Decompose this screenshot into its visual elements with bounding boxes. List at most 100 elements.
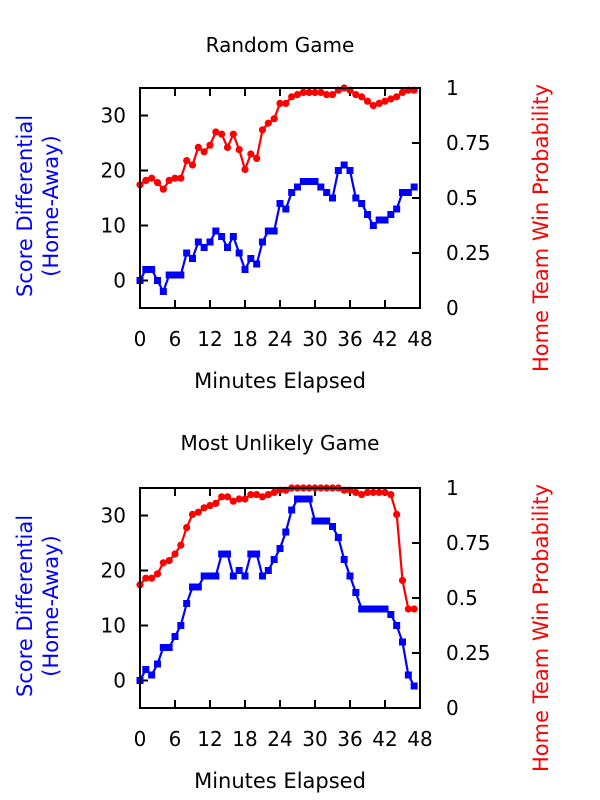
y-axis-label: Score Differential(Home-Away) xyxy=(13,115,63,297)
probability-point xyxy=(229,497,237,505)
probability-point xyxy=(282,99,290,107)
probability-point xyxy=(212,499,220,507)
score-point xyxy=(404,671,412,679)
score-point xyxy=(206,572,214,580)
score-point xyxy=(288,189,296,196)
score-point xyxy=(212,572,220,580)
probability-point xyxy=(253,154,261,162)
probability-point xyxy=(206,141,214,149)
probability-point xyxy=(305,88,313,96)
y2-tick-label: 0.25 xyxy=(446,641,491,665)
y-tick-label: 30 xyxy=(101,504,126,528)
y2-tick-label: 0.75 xyxy=(446,131,491,155)
probability-point xyxy=(387,491,395,499)
score-point xyxy=(387,611,395,618)
probability-point xyxy=(148,574,156,582)
probability-point xyxy=(241,165,249,173)
score-point xyxy=(381,605,389,613)
probability-point xyxy=(363,488,372,496)
score-point xyxy=(375,216,383,224)
score-point xyxy=(165,271,173,279)
score-point xyxy=(194,583,202,591)
score-point xyxy=(282,205,290,213)
score-point xyxy=(235,249,243,257)
probability-point xyxy=(410,605,418,613)
y-axis-label-line-1: Score Differential xyxy=(13,515,37,697)
score-point xyxy=(387,211,395,218)
probability-point xyxy=(229,130,237,138)
probability-point xyxy=(387,95,395,103)
probability-point xyxy=(264,491,272,499)
score-point xyxy=(241,572,249,580)
probability-point xyxy=(393,93,401,101)
score-point xyxy=(352,589,360,596)
probability-point xyxy=(206,502,214,510)
probability-point xyxy=(165,176,173,184)
probability-point xyxy=(183,524,191,532)
score-point xyxy=(259,238,266,246)
probability-point xyxy=(177,174,185,182)
score-point xyxy=(410,183,418,191)
x-tick-label: 30 xyxy=(302,727,327,751)
x-tick-label: 18 xyxy=(232,327,257,351)
probability-point xyxy=(159,559,167,567)
y-axis-label-line-1: Score Differential xyxy=(13,115,37,297)
score-point xyxy=(253,550,261,558)
probability-point xyxy=(398,88,407,96)
score-point xyxy=(346,167,354,174)
probability-point xyxy=(270,488,278,496)
probability-point xyxy=(159,185,167,193)
score-point xyxy=(305,495,313,503)
score-point xyxy=(206,238,214,246)
y2-axis-label: Home Team Win Probability xyxy=(529,484,553,772)
score-point xyxy=(183,600,191,607)
score-point xyxy=(305,178,313,185)
y-tick-label: 0 xyxy=(113,269,126,293)
score-point xyxy=(369,222,377,229)
score-point xyxy=(183,249,191,257)
x-tick-label: 12 xyxy=(197,727,222,751)
score-point xyxy=(334,534,342,541)
probability-point xyxy=(188,161,197,169)
probability-point xyxy=(200,148,208,156)
y2-tick-label: 0 xyxy=(446,296,459,320)
probability-point xyxy=(177,541,185,549)
y2-tick-label: 0.5 xyxy=(446,186,478,210)
x-tick-label: 18 xyxy=(232,727,257,751)
probability-point xyxy=(270,115,278,123)
probability-point xyxy=(369,488,377,496)
y2-axis-label: Home Team Win Probability xyxy=(529,84,553,372)
probability-point xyxy=(223,493,232,501)
score-point xyxy=(299,178,307,185)
score-point xyxy=(159,288,167,295)
score-point xyxy=(218,550,226,558)
y-axis-label-line-2: (Home-Away) xyxy=(39,135,63,277)
score-point xyxy=(142,666,150,673)
probability-point xyxy=(299,88,307,96)
chart-title: Most Unlikely Game xyxy=(180,431,379,455)
x-tick-label: 24 xyxy=(267,327,292,351)
probability-point xyxy=(317,88,325,96)
score-point xyxy=(235,567,243,574)
score-point xyxy=(317,183,325,191)
y2-tick-label: 0.75 xyxy=(446,531,491,555)
score-point xyxy=(364,211,371,218)
score-point xyxy=(177,622,185,629)
y-tick-label: 20 xyxy=(101,159,126,183)
x-tick-label: 36 xyxy=(337,727,362,751)
x-tick-label: 30 xyxy=(302,327,327,351)
x-tick-label: 6 xyxy=(169,327,182,351)
probability-point xyxy=(358,491,366,499)
score-point xyxy=(288,506,296,514)
score-point xyxy=(334,167,342,174)
score-point xyxy=(276,545,284,552)
probability-point xyxy=(352,91,360,99)
score-point xyxy=(200,244,208,251)
probability-point xyxy=(323,91,331,99)
score-point xyxy=(154,660,161,668)
score-point xyxy=(393,622,401,629)
probability-point xyxy=(398,576,407,585)
score-point xyxy=(247,550,255,558)
score-point xyxy=(229,572,237,580)
